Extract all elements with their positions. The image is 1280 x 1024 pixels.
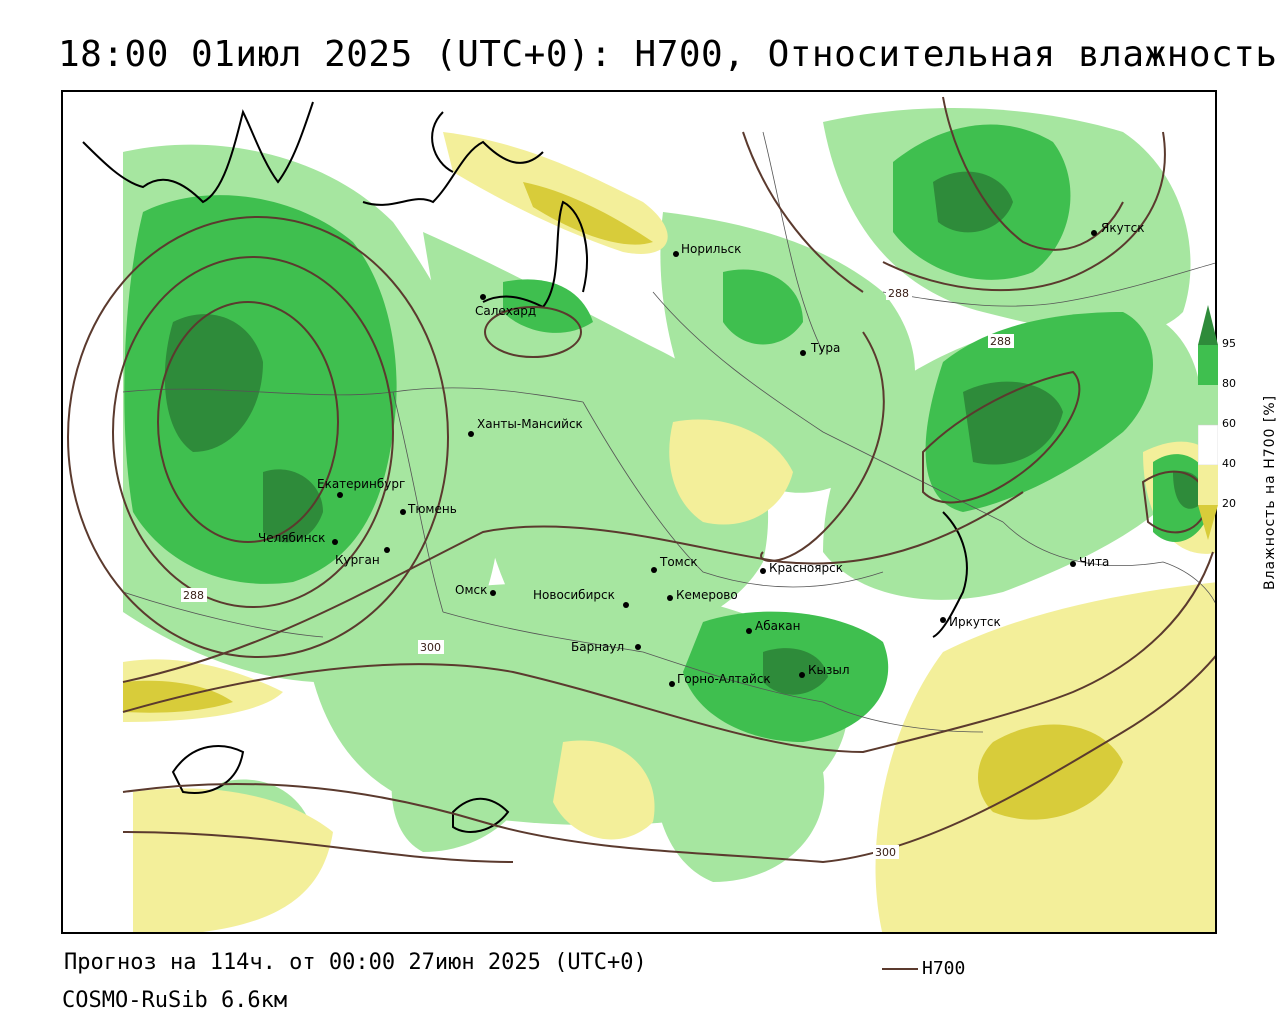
city-dot (673, 251, 679, 257)
isoline-swatch (882, 967, 918, 970)
city-dot (400, 509, 406, 515)
city-dot (1091, 230, 1097, 236)
isoline-legend: H700 (882, 958, 965, 979)
city-tura: Тура (810, 341, 840, 355)
city-dot (799, 672, 805, 678)
isoline-label: 288 (888, 287, 909, 300)
city-abakan: Абакан (755, 619, 800, 633)
colorbar-tick: 40 (1222, 457, 1236, 470)
city-krasnoyarsk: Красноярск (769, 561, 843, 575)
city-dot (490, 590, 496, 596)
city-dot (384, 547, 390, 553)
city-kurgan: Курган (335, 553, 380, 567)
city-dot (940, 617, 946, 623)
city-dot (760, 568, 766, 574)
city-kemerovo: Кемерово (676, 588, 738, 602)
city-dot (1070, 561, 1076, 567)
map-title: 18:00 01июл 2025 (UTC+0): H700, Относите… (58, 34, 1278, 75)
isoline-label: 300 (420, 641, 441, 654)
city-dot (337, 492, 343, 498)
region-borders (122, 131, 1215, 733)
city-norilsk: Норильск (681, 242, 741, 256)
isoline-legend-label: H700 (922, 958, 966, 979)
humidity-above-95-areas (164, 171, 1204, 695)
city-dot (651, 567, 657, 573)
city-dot (623, 602, 629, 608)
city-chita: Чита (1079, 555, 1109, 569)
city-yekaterinburg: Екатеринбург (317, 477, 405, 491)
city-omsk: Омск (455, 583, 487, 597)
isoline-label: 288 (183, 589, 204, 602)
isoline-labels: 288 288 288 300 300 (181, 286, 1014, 859)
colorbar-tick: 95 (1222, 337, 1236, 350)
city-dot (480, 294, 486, 300)
city-tomsk: Томск (659, 555, 698, 569)
city-tyumen: Тюмень (407, 502, 457, 516)
colorbar-tick: 80 (1222, 377, 1236, 390)
city-dot (332, 539, 338, 545)
city-dot (800, 350, 806, 356)
city-salekhard: Салехард (475, 304, 536, 318)
city-irkutsk: Иркутск (949, 615, 1001, 629)
map-canvas: 288 288 288 300 300 Якутск Норильск Сале… (67, 96, 1215, 932)
city-dot (669, 681, 675, 687)
forecast-info: Прогноз на 114ч. от 00:00 27июн 2025 (UT… (64, 950, 647, 975)
city-kyzyl: Кызыл (808, 663, 850, 677)
map-panel: 288 288 288 300 300 Якутск Норильск Сале… (61, 90, 1217, 934)
city-novosibirsk: Новосибирск (533, 588, 615, 602)
city-dot (746, 628, 752, 634)
city-gorno-altaysk: Горно-Алтайск (677, 672, 771, 686)
city-barnaul: Барнаул (571, 640, 624, 654)
city-dot (468, 431, 474, 437)
city-dot (635, 644, 641, 650)
city-khanty-mansiysk: Ханты-Мансийск (477, 417, 583, 431)
colorbar-tick: 60 (1222, 417, 1236, 430)
city-chelyabinsk: Челябинск (258, 531, 325, 545)
city-dot (667, 595, 673, 601)
isoline-label: 300 (875, 846, 896, 859)
isoline-label: 288 (990, 335, 1011, 348)
colorbar-title: Влажность на H700 [%] (1262, 394, 1278, 590)
city-markers: Якутск Норильск Салехард Тура Ханты-Манс… (258, 221, 1145, 687)
city-yakutsk: Якутск (1101, 221, 1145, 235)
colorbar-tick: 20 (1222, 497, 1236, 510)
model-name: COSMO-RuSib 6.6км (62, 988, 288, 1013)
humidity-colorbar (1198, 305, 1218, 540)
